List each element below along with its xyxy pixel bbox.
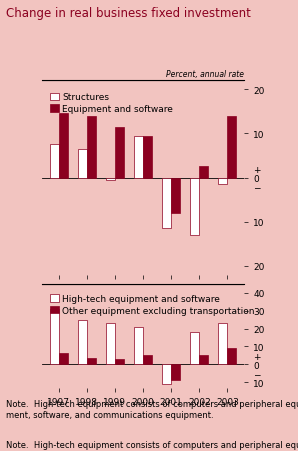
Bar — [143, 136, 152, 178]
Legend: Structures, Equipment and software: Structures, Equipment and software — [46, 90, 177, 117]
Bar — [106, 178, 115, 180]
Bar — [134, 136, 143, 178]
Bar — [199, 355, 208, 364]
Text: Change in real business fixed investment: Change in real business fixed investment — [6, 7, 251, 20]
Bar — [115, 359, 124, 364]
Bar — [143, 356, 152, 364]
Bar — [162, 178, 171, 229]
Bar — [162, 364, 171, 384]
Bar — [134, 327, 143, 364]
Bar — [171, 178, 180, 213]
Bar — [227, 349, 237, 364]
Bar — [87, 116, 96, 178]
Bar — [106, 323, 115, 364]
Bar — [49, 309, 59, 364]
Bar — [59, 353, 68, 364]
Bar — [59, 114, 68, 178]
Bar — [190, 178, 199, 235]
Bar — [218, 323, 227, 364]
Text: Percent, annual rate: Percent, annual rate — [166, 70, 244, 79]
Bar — [115, 128, 124, 178]
Bar — [87, 359, 96, 364]
Legend: High-tech equipment and software, Other equipment excluding transportation: High-tech equipment and software, Other … — [46, 291, 259, 318]
Bar — [78, 149, 87, 178]
Text: Note.  High-tech equipment consists of computers and peripheral equipment, softw: Note. High-tech equipment consists of co… — [6, 440, 298, 449]
Bar — [190, 332, 199, 364]
Bar — [78, 320, 87, 364]
Bar — [199, 167, 208, 178]
Bar — [227, 116, 237, 178]
Bar — [49, 145, 59, 178]
Text: Note.  High-tech equipment consists of computers and peripheral equip-
ment, sof: Note. High-tech equipment consists of co… — [6, 400, 298, 419]
Bar — [171, 364, 180, 380]
Bar — [218, 178, 227, 185]
